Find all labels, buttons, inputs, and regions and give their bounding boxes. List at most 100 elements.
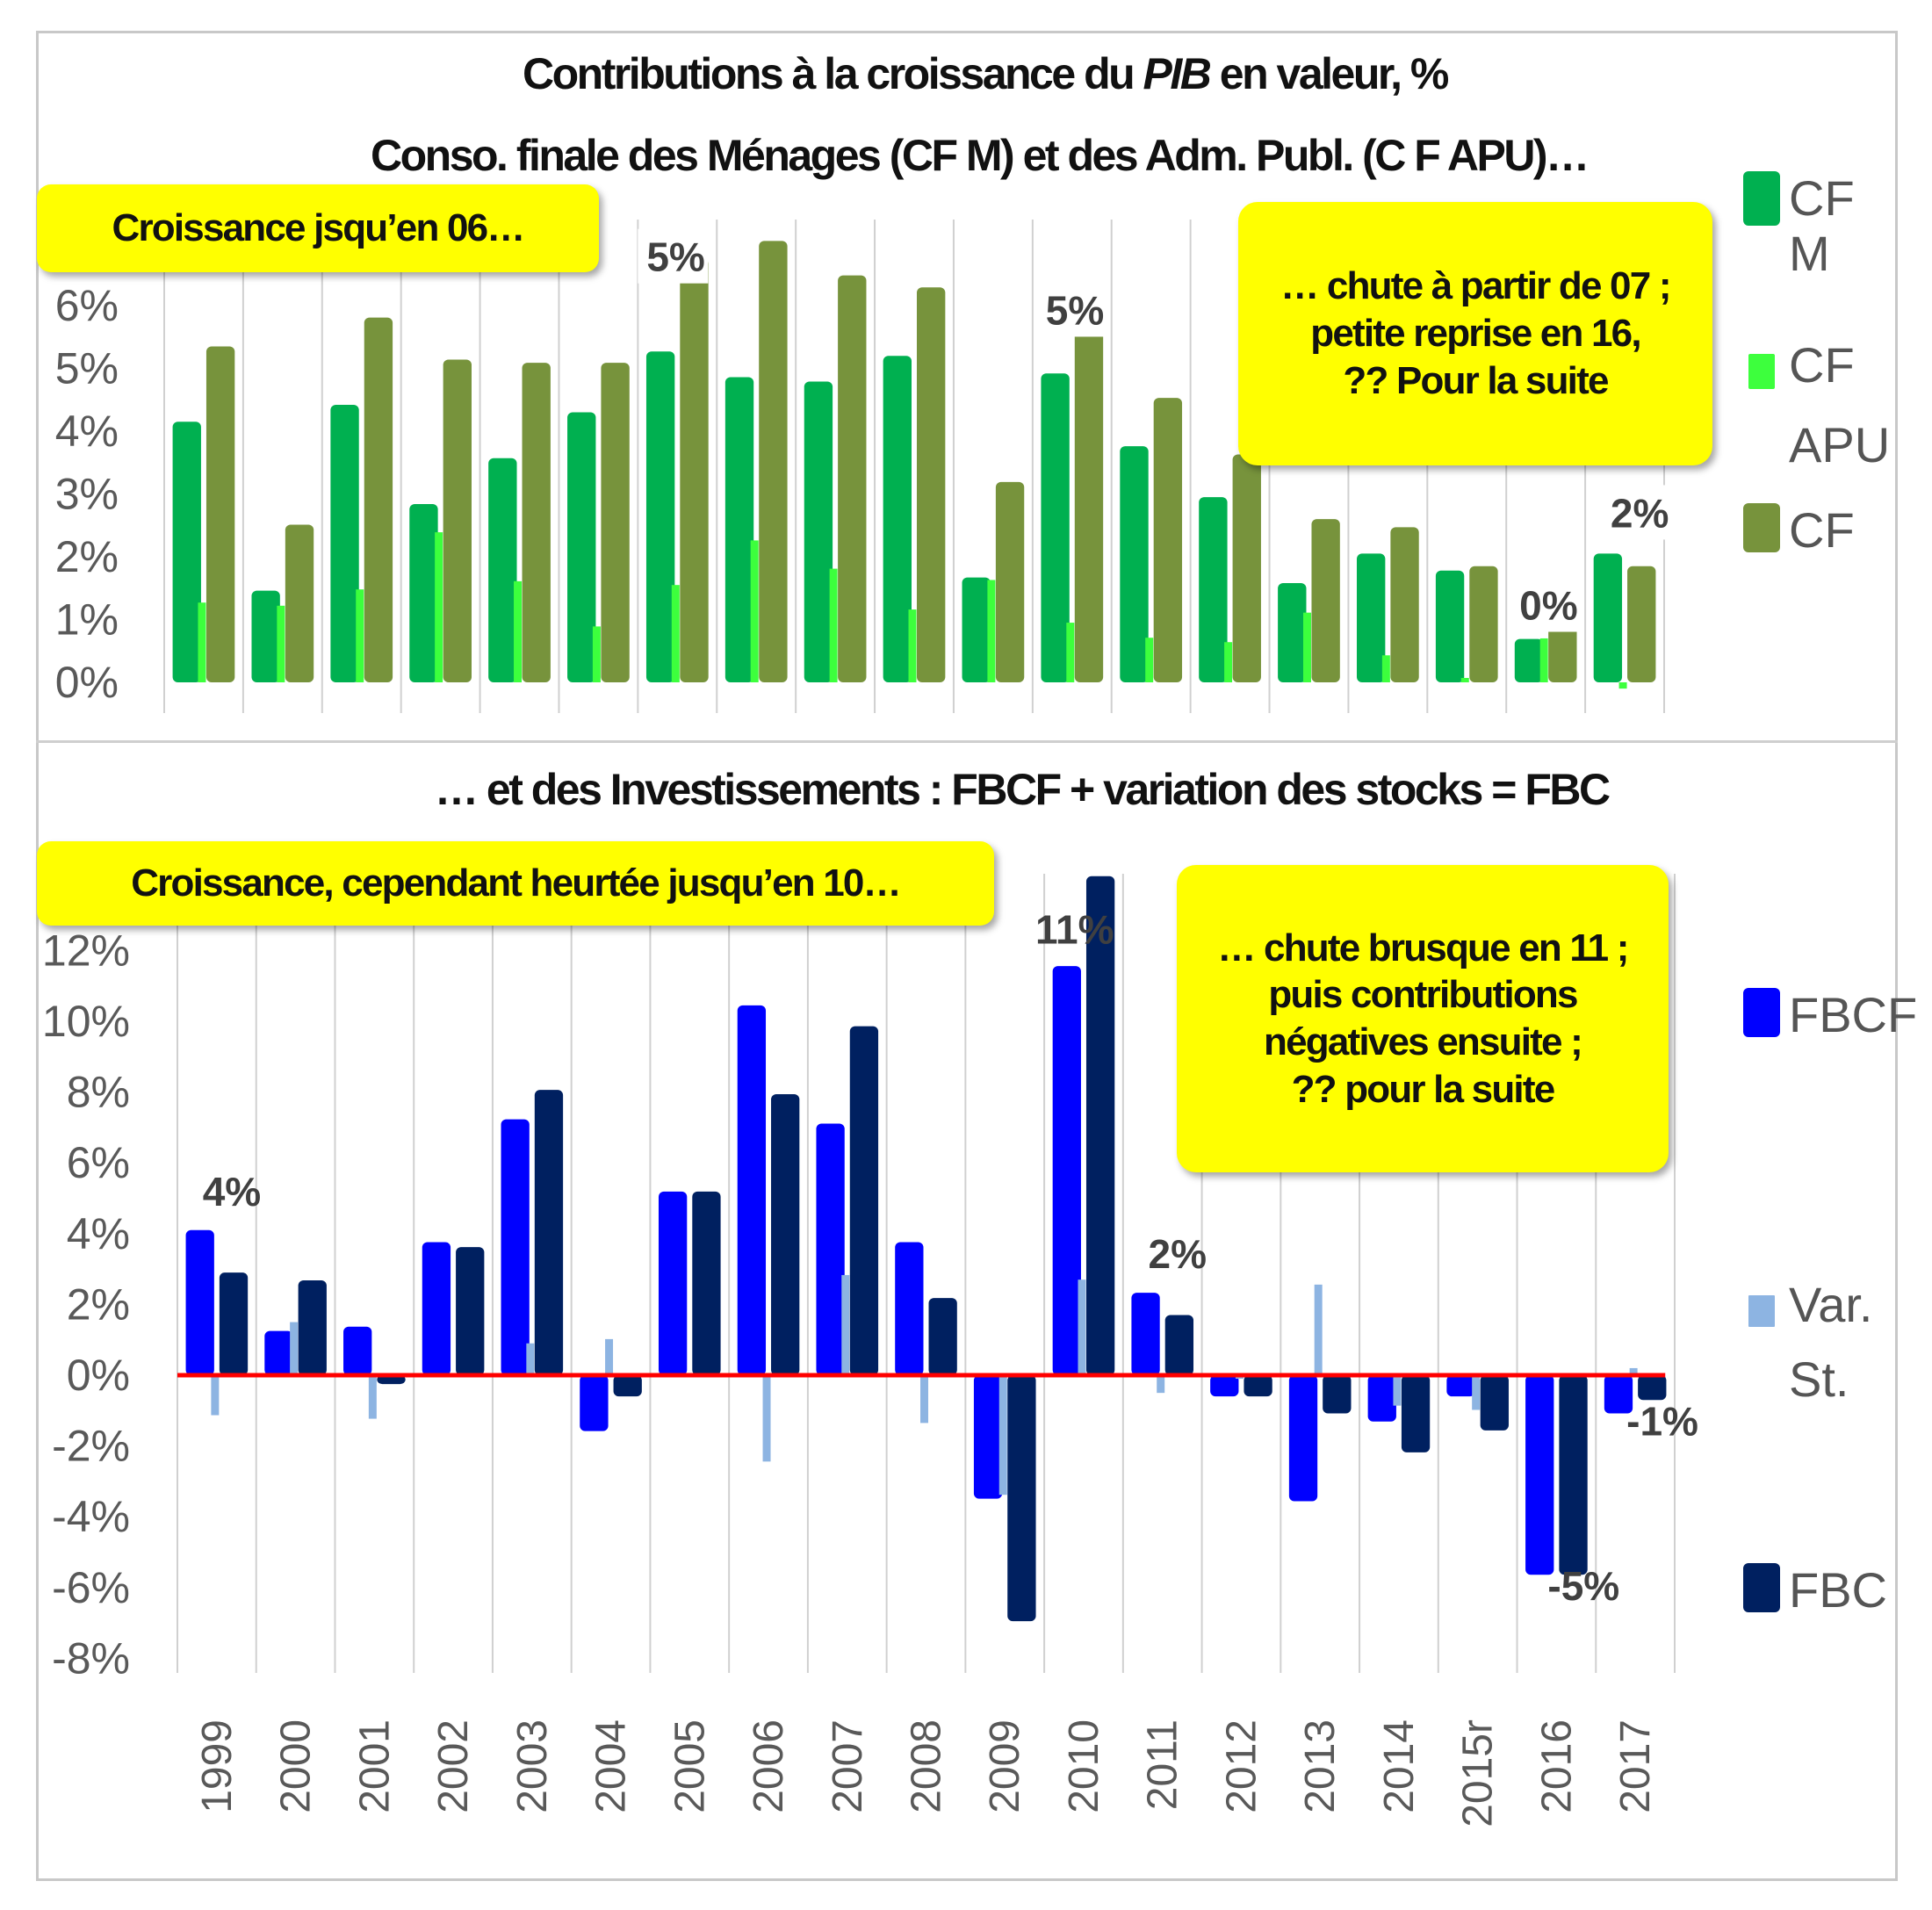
- bar-cf-apu-2010: [1066, 623, 1075, 682]
- y-tick-label: -4%: [52, 1492, 130, 1541]
- bar-cf-2008: [917, 287, 946, 682]
- x-tick-label: 2010: [1061, 1719, 1107, 1813]
- legend-label: APU: [1789, 416, 1891, 472]
- legend-swatch-cf-apu: [1748, 354, 1775, 389]
- bar-fbcf-2009: [973, 1375, 1003, 1499]
- legend-label: CF M: [1789, 170, 1855, 281]
- x-tick-label: 2006: [746, 1719, 792, 1813]
- legend-item-cf-m: CF M: [1743, 170, 1855, 281]
- top-title-part-a: Contributions à la croissance du: [523, 49, 1143, 98]
- legend-label: FBC: [1789, 1562, 1887, 1618]
- bottom-callout-right: … chute brusque en 11 ; puis contributio…: [1177, 865, 1669, 1172]
- bar-fbc-2015r: [1480, 1375, 1509, 1431]
- bar-cf-apu-2013: [1302, 612, 1311, 682]
- bar-var-st-2017: [1629, 1367, 1638, 1375]
- data-label: 5%: [1046, 287, 1104, 333]
- legend-swatch-cf: [1743, 503, 1780, 552]
- bar-cf-apu-2006: [750, 540, 759, 682]
- bar-cf-2017: [1627, 566, 1656, 682]
- bar-var-st-2004: [605, 1338, 614, 1375]
- top-callout-left-text: Croissance jsqu’en 06…: [112, 206, 525, 250]
- bar-cf-apu-2017: [1618, 682, 1627, 689]
- bar-var-st-2014: [1393, 1375, 1402, 1406]
- bottom-title: … et des Investissements : FBCF + variat…: [435, 765, 1611, 814]
- top-callout-right: … chute à partir de 07 ; petite reprise …: [1238, 202, 1712, 465]
- bar-cf-apu-1999: [198, 602, 206, 682]
- bar-var-st-2006: [762, 1375, 771, 1462]
- data-label: -5%: [1547, 1563, 1619, 1609]
- legend-item-cf: CF: [1743, 502, 1855, 559]
- bar-fbcf-2007: [816, 1123, 845, 1375]
- data-label: 11%: [1035, 906, 1114, 952]
- bar-cf-m-2010: [1041, 373, 1070, 682]
- x-tick-label: 2017: [1612, 1719, 1659, 1813]
- bar-var-st-2015r: [1472, 1375, 1481, 1410]
- data-label-background: [1601, 485, 1672, 540]
- bar-var-st-2013: [1314, 1284, 1323, 1375]
- bar-fbcf-2006: [737, 1005, 767, 1375]
- top-callout-right-line: … chute à partir de 07 ;: [1280, 264, 1671, 308]
- bar-cf-m-2011: [1120, 446, 1149, 682]
- bar-cf-m-1999: [172, 422, 201, 682]
- bar-cf-apu-2004: [592, 626, 601, 682]
- bar-cf-m-2001: [330, 404, 359, 682]
- legend-label: Var.: [1789, 1277, 1873, 1332]
- bar-fbc-2000: [298, 1279, 327, 1375]
- legend-swatch-var-st: [1748, 1295, 1775, 1327]
- chart-frame: [36, 31, 1898, 1881]
- x-tick-label: 2004: [588, 1719, 635, 1813]
- top-title-line1: Contributions à la croissance du PIB en …: [523, 48, 1449, 99]
- bar-cf-apu-2015r: [1460, 677, 1469, 682]
- x-tick-label: 2012: [1218, 1719, 1265, 1813]
- bar-fbcf-2013: [1288, 1375, 1318, 1502]
- legend-label: St.: [1789, 1351, 1849, 1407]
- bar-cf-apu-2002: [435, 532, 443, 682]
- bar-cf-apu-2000: [277, 605, 285, 682]
- bar-var-st-2007: [841, 1274, 850, 1375]
- bar-var-st-2001: [368, 1375, 377, 1419]
- bar-cf-m-2002: [409, 503, 438, 682]
- bar-cf-m-2009: [962, 577, 991, 682]
- top-title-line2: Conso. finale des Ménages (CF M) et des …: [371, 131, 1590, 180]
- y-tick-label: 10%: [42, 997, 130, 1046]
- bar-var-st-1999: [211, 1375, 220, 1416]
- bar-cf-2014: [1390, 527, 1419, 682]
- y-tick-label: -2%: [52, 1422, 130, 1471]
- bar-cf-2010: [1074, 323, 1104, 682]
- bar-fbc-2014: [1401, 1375, 1431, 1452]
- y-tick-label: -8%: [52, 1633, 130, 1683]
- bar-cf-2015r: [1469, 566, 1498, 682]
- y-tick-label: 2%: [67, 1279, 130, 1329]
- data-label-background: [1036, 282, 1107, 337]
- bar-cf-m-2015r: [1435, 570, 1465, 682]
- data-label-background: [638, 228, 709, 284]
- x-tick-label: 2014: [1376, 1719, 1423, 1813]
- bar-var-st-2010: [1078, 1279, 1086, 1375]
- bar-cf-apu-2001: [356, 589, 364, 682]
- legend-label: FBCF: [1789, 987, 1918, 1042]
- bar-cf-apu-2007: [829, 568, 838, 682]
- y-tick-label: 6%: [67, 1138, 130, 1187]
- bar-cf-m-2004: [567, 412, 596, 682]
- bar-fbcf-2000: [264, 1330, 293, 1375]
- bar-cf-m-2014: [1357, 553, 1386, 682]
- bar-fbcf-1999: [185, 1229, 214, 1375]
- bar-fbc-2012: [1244, 1375, 1272, 1397]
- x-tick-label: 2000: [273, 1719, 320, 1813]
- bar-cf-apu-2014: [1381, 655, 1390, 682]
- top-callout-right-line: petite reprise en 16,: [1310, 312, 1641, 356]
- panel-divider: [36, 740, 1898, 743]
- bar-cf-apu-2012: [1224, 642, 1233, 682]
- legend-item-cf-apu: CF APU: [1743, 337, 1891, 472]
- bar-fbcf-2005: [658, 1191, 688, 1375]
- bar-fbcf-2015r: [1446, 1375, 1475, 1397]
- bottom-callout-right-line: ?? pour la suite: [1291, 1067, 1556, 1111]
- legend-item-var-st: Var. St.: [1743, 1277, 1873, 1407]
- top-chart: 0% 1% 2% 3% 4% 5% 6% 5% 5% 0% 2%: [55, 220, 1672, 713]
- bar-cf-1999: [205, 346, 235, 682]
- x-tick-label: 2001: [351, 1719, 398, 1813]
- bar-var-st-2000: [290, 1322, 299, 1375]
- bar-cf-apu-2009: [987, 580, 996, 682]
- bar-fbc-2004: [613, 1375, 642, 1397]
